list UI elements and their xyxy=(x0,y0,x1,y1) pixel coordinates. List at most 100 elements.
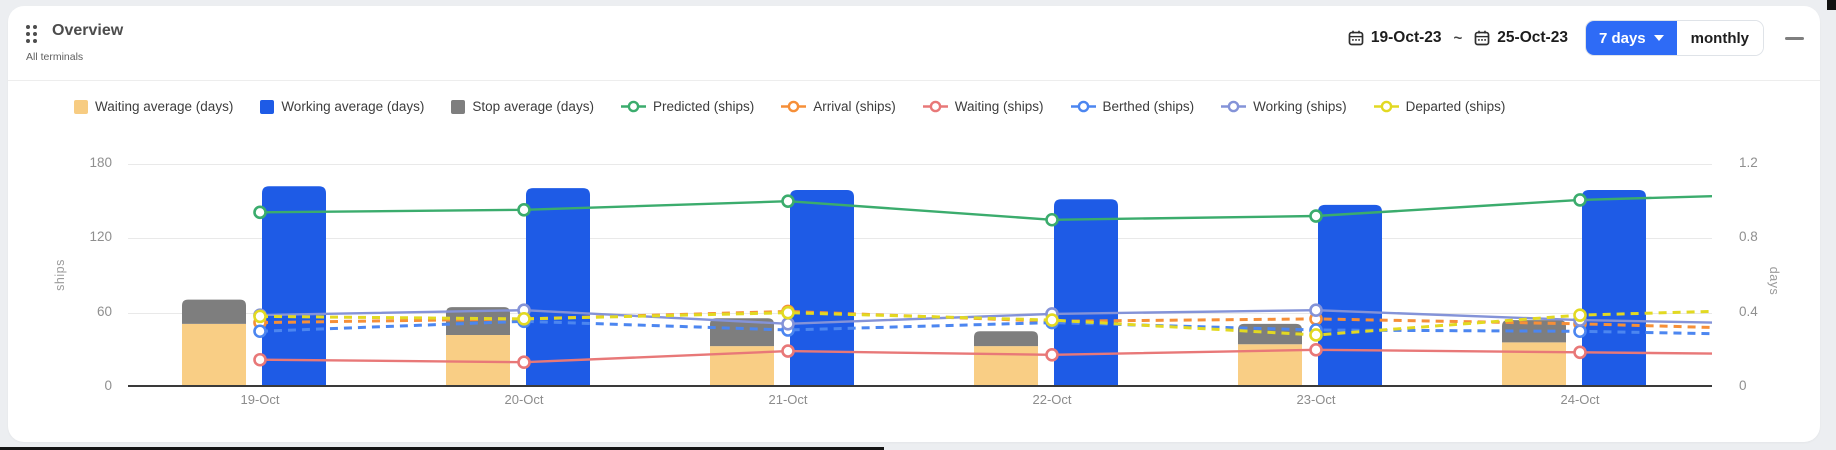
calendar-icon xyxy=(1474,30,1490,46)
data-point-marker xyxy=(1309,328,1323,342)
data-point-marker xyxy=(1309,343,1323,357)
right-axis-title: days xyxy=(1767,266,1782,296)
x-axis-tick-label: 19-Oct xyxy=(240,392,280,407)
legend-line-marker-icon xyxy=(922,100,948,113)
data-point-marker xyxy=(781,317,795,331)
data-point-marker xyxy=(1573,345,1587,360)
end-date-picker[interactable]: 25-Oct-23 xyxy=(1474,29,1568,47)
bar-stop-average xyxy=(446,307,510,335)
bar-working-average xyxy=(1582,190,1646,387)
start-date-picker[interactable]: 19-Oct-23 xyxy=(1348,29,1442,47)
collapse-widget-button[interactable] xyxy=(1785,36,1804,40)
legend-label: Waiting (ships) xyxy=(954,99,1044,114)
start-date-value: 19-Oct-23 xyxy=(1370,29,1442,46)
data-point-marker xyxy=(1309,209,1323,223)
legend-swatch-icon xyxy=(451,99,466,114)
calendar-icon xyxy=(1348,30,1364,46)
legend-item[interactable]: Waiting average (days) xyxy=(74,99,233,114)
data-point-marker xyxy=(253,324,267,339)
bar-waiting-average xyxy=(974,346,1038,387)
monthly-toggle-button[interactable]: monthly xyxy=(1676,21,1763,55)
date-range-separator: ~ xyxy=(1453,29,1463,47)
legend-item[interactable]: Berthed (ships) xyxy=(1070,99,1195,114)
left-axis-tick-label: 120 xyxy=(89,229,112,245)
legend-label: Predicted (ships) xyxy=(652,99,755,114)
end-date-value: 25-Oct-23 xyxy=(1497,29,1568,46)
legend-item[interactable]: Waiting (ships) xyxy=(922,99,1044,114)
data-point-marker xyxy=(517,203,531,217)
legend-line-marker-icon xyxy=(781,100,807,113)
line-predicted-ships xyxy=(259,195,1712,222)
data-point-marker xyxy=(253,309,267,324)
data-point-marker xyxy=(1573,324,1587,339)
granularity-switch: 7 days monthly xyxy=(1584,20,1764,56)
bar-stop-average xyxy=(1238,323,1302,345)
data-point-marker xyxy=(253,205,267,220)
left-axis-tick-label: 0 xyxy=(104,378,112,393)
bar-stop-average xyxy=(974,331,1038,347)
legend-item[interactable]: Predicted (ships) xyxy=(620,99,755,114)
bar-working-average xyxy=(1054,199,1118,387)
x-axis-tick-label: 23-Oct xyxy=(1296,392,1336,407)
bar-waiting-average xyxy=(1238,344,1302,387)
right-axis-tick-label: 0.4 xyxy=(1739,303,1758,319)
data-point-marker xyxy=(781,344,795,358)
bar-waiting-average xyxy=(182,323,246,387)
data-point-marker xyxy=(253,352,267,367)
legend-line-marker-icon xyxy=(1221,100,1247,113)
right-axis-tick-label: 0 xyxy=(1739,378,1747,393)
x-axis-tick-label: 24-Oct xyxy=(1560,392,1600,407)
legend-label: Working average (days) xyxy=(281,99,425,114)
range-dropdown-value: 7 days xyxy=(1598,29,1646,47)
legend-item[interactable]: Working average (days) xyxy=(260,99,424,114)
range-dropdown-button[interactable]: 7 days xyxy=(1585,21,1677,55)
overview-card: Overview All terminals 19-Oct-23 ~ 25-Oc… xyxy=(8,6,1820,442)
data-point-marker xyxy=(781,194,795,208)
header-divider xyxy=(8,80,1820,81)
legend-item[interactable]: Arrival (ships) xyxy=(781,99,896,114)
bar-working-average xyxy=(262,186,326,387)
header-controls: 19-Oct-23 ~ 25-Oct-23 7 days monthly xyxy=(1348,20,1804,56)
left-axis-title: ships xyxy=(52,259,67,291)
left-axis-tick-label: 60 xyxy=(96,303,112,319)
legend-item[interactable]: Stop average (days) xyxy=(451,99,594,114)
legend-label: Waiting average (days) xyxy=(95,99,234,114)
data-point-marker xyxy=(1045,212,1059,227)
monthly-toggle-label: monthly xyxy=(1690,29,1749,47)
screen-edge-artifact xyxy=(0,447,884,450)
bar-stop-average xyxy=(182,299,246,324)
data-point-marker xyxy=(1045,313,1059,327)
terminal-scope-label: All terminals xyxy=(26,51,84,63)
bar-working-average xyxy=(526,188,590,387)
legend-item[interactable]: Departed (ships) xyxy=(1373,99,1505,114)
x-axis-tick-label: 21-Oct xyxy=(768,392,808,407)
data-point-marker xyxy=(1309,303,1323,317)
legend-line-marker-icon xyxy=(1070,100,1096,113)
chart-legend: Waiting average (days) Working average (d… xyxy=(74,99,1505,114)
bar-waiting-average xyxy=(1502,342,1566,387)
data-point-marker xyxy=(781,305,795,320)
page-title: Overview xyxy=(52,22,124,39)
right-axis-tick-label: 0.8 xyxy=(1739,229,1758,245)
legend-label: Working (ships) xyxy=(1253,99,1347,114)
clipped-neighbor-element xyxy=(1827,0,1836,10)
legend-line-marker-icon xyxy=(620,100,646,113)
data-point-marker xyxy=(1573,193,1587,207)
drag-handle-icon[interactable] xyxy=(26,25,37,43)
legend-item[interactable]: Working (ships) xyxy=(1221,99,1347,114)
legend-label: Berthed (ships) xyxy=(1102,99,1195,114)
legend-label: Stop average (days) xyxy=(472,99,594,114)
legend-swatch-icon xyxy=(74,99,88,114)
legend-swatch-icon xyxy=(260,99,275,114)
x-axis-tick-label: 20-Oct xyxy=(504,392,544,407)
data-point-marker xyxy=(1045,347,1059,362)
data-point-marker xyxy=(517,312,531,326)
bar-working-average xyxy=(790,190,854,387)
left-axis-tick-label: 180 xyxy=(89,155,112,170)
bar-working-average xyxy=(1318,204,1382,387)
bar-waiting-average xyxy=(710,346,774,387)
x-axis-tick-label: 22-Oct xyxy=(1032,392,1072,407)
chart-plot-area xyxy=(128,164,1712,387)
legend-line-marker-icon xyxy=(1373,100,1399,113)
data-point-marker xyxy=(517,355,531,370)
